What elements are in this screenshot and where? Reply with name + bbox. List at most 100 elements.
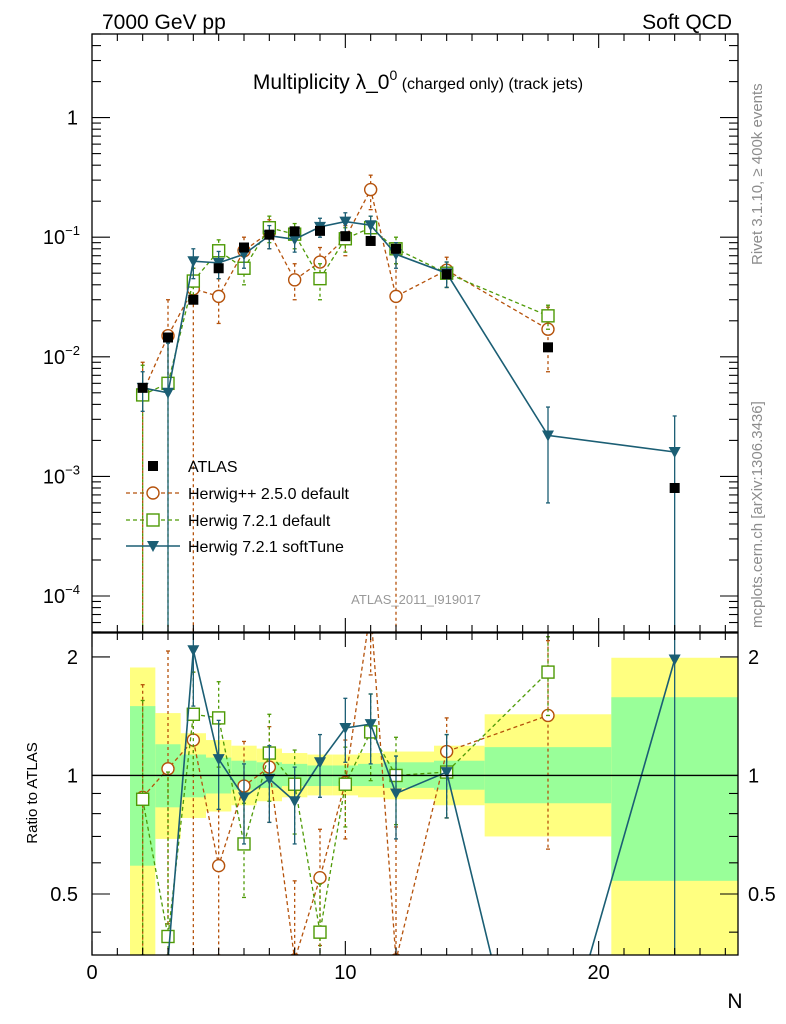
ratio-bands [130, 657, 738, 955]
ratio-marker-softtune-6 [314, 757, 326, 769]
y-tick-label-exp-4: −4 [65, 582, 80, 597]
main-line-softtune [142, 220, 675, 453]
atlas-data-point-4 [239, 242, 249, 253]
axis-ticks [91, 33, 738, 955]
y-tick-label-base-3: 10 [43, 466, 65, 488]
legend-entry-herwig721: Herwig 7.2.1 default [126, 513, 331, 530]
ratio-y-tick-label-left-2: 0.5 [50, 884, 78, 906]
ratio-marker-softtune-7 [339, 722, 352, 734]
ratio-marker-softtune-10 [440, 767, 453, 779]
main-marker-herwigpp-7 [313, 255, 327, 269]
y-tick-label-0: 1 [67, 108, 78, 130]
header-category-label: Soft QCD [642, 11, 732, 34]
ratio-marker-softtune-0 [162, 954, 174, 955]
atlas-data-point-9 [365, 235, 376, 246]
ratio-marker-softtune-2 [212, 754, 225, 766]
main-marker-softtune-8 [339, 216, 352, 228]
x-tick-label-1: 10 [334, 962, 356, 984]
legend-marker-herwig721 [146, 513, 160, 527]
ratio-marker-herwig721-0 [135, 792, 150, 806]
ratio-plot-series [135, 633, 681, 955]
plot-title-main: Multiplicity λ_0 [253, 71, 390, 94]
legend-label-herwig721: Herwig 7.2.1 default [188, 513, 331, 530]
legend: ATLAS Herwig++ 2.5.0 default Herwig 7.2.… [126, 459, 350, 556]
y-tick-label-exp-3: −3 [65, 462, 80, 477]
legend-label-softtune: Herwig 7.2.1 softTune [188, 539, 344, 556]
main-marker-herwig721-12 [541, 309, 555, 323]
ratio-marker-softtune-1 [187, 645, 200, 657]
atlas-data-point-6 [289, 226, 300, 237]
legend-marker-atlas [148, 461, 158, 471]
main-marker-herwig721-7 [313, 271, 327, 286]
header-energy-label: 7000 GeV pp [102, 11, 226, 34]
ratio-y-tick-label-right-1: 1 [748, 765, 759, 787]
main-marker-herwigpp-9 [363, 182, 378, 197]
legend-marker-herwigpp [146, 486, 160, 500]
main-marker-softtune-9 [364, 220, 377, 232]
ratio-y-tick-label-right-2: 0.5 [748, 884, 776, 906]
ratio-y-axis-label: Ratio to ATLAS [24, 742, 41, 843]
atlas-data-point-11 [441, 269, 452, 280]
atlas-data-point-8 [340, 231, 351, 242]
ratio-marker-herwigpp-10 [391, 953, 401, 955]
atlas-data-point-7 [315, 225, 325, 236]
main-marker-softtune-1 [162, 387, 174, 399]
main-marker-herwigpp-3 [211, 289, 226, 304]
y-tick-label-exp-1: −1 [65, 223, 80, 238]
ratio-marker-softtune-8 [364, 719, 377, 731]
legend-label-atlas: ATLAS [188, 459, 238, 476]
ratio-marker-herwigpp-6 [290, 953, 300, 955]
ratio-marker-softtune-9 [390, 788, 402, 800]
atlas-data-point-5 [264, 229, 275, 240]
atlas-data-point-0 [137, 382, 148, 393]
ratio-marker-softtune-11 [486, 954, 499, 955]
plot-title-superscript: 0 [389, 67, 397, 83]
main-marker-herwigpp-6 [287, 273, 302, 287]
ratio-marker-herwigpp-3 [211, 858, 226, 873]
y-tick-label-base-1: 10 [43, 227, 65, 249]
y-tick-label-exp-2: −2 [65, 343, 80, 358]
rivet-version-label: Rivet 3.1.10, ≥ 400k events [749, 83, 766, 265]
y-tick-label-base-4: 10 [43, 586, 65, 608]
x-axis-label: N [727, 990, 742, 1013]
main-plot-frame [91, 33, 739, 633]
legend-marker-softtune [147, 541, 159, 552]
plot-title-suffix: (charged only) (track jets) [397, 76, 583, 93]
ratio-marker-herwig721-8 [338, 777, 353, 791]
legend-label-herwigpp: Herwig++ 2.5.0 default [188, 486, 350, 503]
mcplots-url-label: mcplots.cern.ch [arXiv:1306.3436] [749, 401, 766, 628]
main-marker-softtune-13 [668, 446, 681, 458]
legend-entry-herwigpp: Herwig++ 2.5.0 default [126, 486, 350, 503]
y-tick-label-base-2: 10 [43, 347, 65, 369]
legend-entry-softtune: Herwig 7.2.1 softTune [126, 539, 344, 556]
y-tick-label-4: 10−4 [43, 582, 80, 608]
x-tick-label-0: 0 [86, 962, 97, 984]
ratio-marker-softtune-13 [668, 654, 681, 666]
main-marker-softtune-6 [288, 234, 301, 246]
ratio-marker-softtune-3 [238, 792, 250, 804]
main-marker-softtune-12 [542, 430, 554, 442]
ratio-y-tick-label-left-0: 2 [67, 647, 78, 669]
atlas-data-point-10 [391, 243, 401, 254]
main-marker-herwigpp-10 [389, 289, 403, 304]
atlas-data-point-13 [669, 482, 680, 493]
main-marker-softtune-2 [187, 256, 200, 268]
ratio-marker-herwig721-7 [313, 925, 327, 939]
ratio-marker-herwigpp-7 [313, 870, 327, 885]
analysis-label: ATLAS_2011_I919017 [351, 592, 481, 607]
ratio-line-softtune [167, 650, 676, 955]
ratio-marker-softtune-4 [263, 773, 276, 785]
ratio-marker-herwig721-12 [541, 665, 555, 679]
y-tick-label-3: 10−3 [43, 462, 80, 488]
main-line-herwig721 [142, 226, 549, 396]
y-tick-label-2: 10−2 [43, 343, 80, 369]
x-tick-label-2: 20 [588, 962, 610, 984]
ratio-y-tick-label-right-0: 2 [748, 647, 759, 669]
main-plot-atlas [137, 225, 680, 493]
atlas-data-point-2 [188, 294, 199, 305]
atlas-data-point-3 [213, 263, 224, 274]
ratio-y-tick-label-left-1: 1 [67, 765, 78, 787]
ratio-marker-herwig721-1 [161, 929, 175, 944]
